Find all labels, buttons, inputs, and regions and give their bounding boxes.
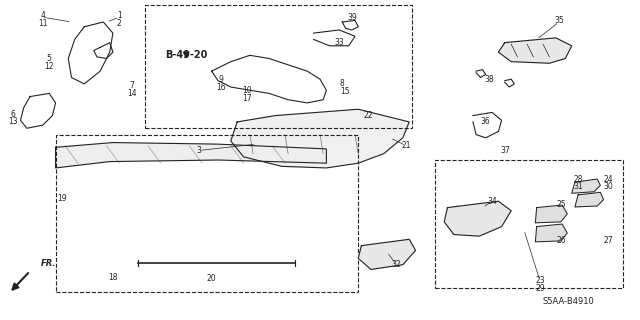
Text: 38: 38 [484,75,493,84]
Text: 21: 21 [401,141,411,150]
Polygon shape [536,205,567,223]
Text: 9: 9 [219,75,223,84]
Text: S5AA-B4910: S5AA-B4910 [543,297,595,306]
Text: 7: 7 [129,81,134,90]
Text: 16: 16 [216,83,226,92]
Polygon shape [444,201,511,236]
Text: 12: 12 [44,62,54,71]
Text: 4: 4 [40,11,45,20]
Polygon shape [56,142,326,168]
Text: 30: 30 [603,182,613,191]
Text: 31: 31 [573,182,583,191]
Text: 11: 11 [38,19,47,28]
Text: 29: 29 [535,284,545,293]
Text: 37: 37 [500,146,509,155]
Text: 23: 23 [535,276,545,285]
Text: 39: 39 [347,13,356,22]
Polygon shape [536,224,567,242]
Text: 36: 36 [481,117,490,126]
Text: 22: 22 [363,111,372,120]
Text: 32: 32 [392,260,401,269]
Text: 13: 13 [8,117,18,126]
Text: 1: 1 [117,11,122,20]
Text: 24: 24 [604,174,613,184]
Text: 17: 17 [242,94,252,103]
Text: 33: 33 [334,38,344,47]
Text: 15: 15 [340,87,350,96]
Text: B-49-20: B-49-20 [165,50,207,60]
Text: 28: 28 [573,174,583,184]
Text: 18: 18 [108,273,118,282]
Text: 6: 6 [10,109,15,118]
Text: FR.: FR. [41,259,56,268]
Text: 8: 8 [340,79,345,88]
Text: 20: 20 [207,275,216,284]
Text: 34: 34 [487,197,497,206]
Text: 25: 25 [556,200,566,209]
Polygon shape [231,109,409,168]
Text: 19: 19 [57,194,67,203]
Text: 5: 5 [47,54,52,63]
Text: 35: 35 [554,16,564,25]
Polygon shape [575,192,604,207]
Text: 27: 27 [604,236,613,245]
Text: 2: 2 [117,19,122,28]
Text: 26: 26 [556,236,566,245]
Text: 10: 10 [242,86,252,95]
Text: 3: 3 [196,146,202,155]
Polygon shape [572,179,600,193]
Text: 14: 14 [127,89,137,98]
Polygon shape [499,38,572,63]
Polygon shape [358,239,415,269]
